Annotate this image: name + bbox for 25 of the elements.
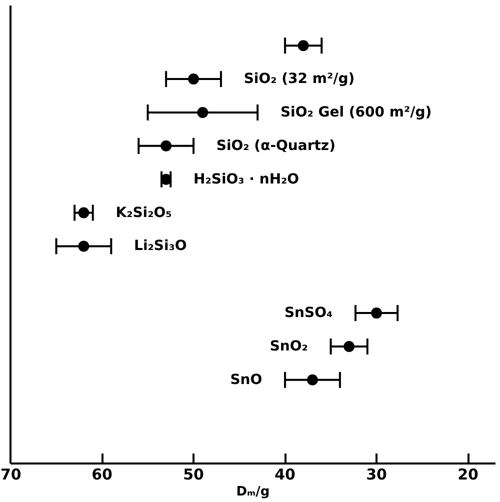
y-tick-label: SnO₂ [270,338,308,354]
point [78,207,90,218]
x-tick-label: 30 [366,466,387,484]
x-tick-label: 20 [458,466,478,484]
y-tick-label: SnO [230,372,262,388]
point [188,74,200,85]
x-axis-title: Dₘ/g [236,484,270,500]
y-tick-label: SiO₂ (α-Quartz) [216,138,336,154]
point [371,308,382,319]
x-tick-label: 60 [92,466,112,484]
point [197,106,208,118]
point [298,40,309,52]
y-tick-label: H₂SiO₃ · nH₂O [194,171,300,188]
y-tick-label: Li₂Si₃O [134,238,187,254]
point [78,240,90,252]
y-tick-label: SiO₂ Gel (600 m²/g) [280,104,432,120]
y-tick-label: SiO₂ (32 m²/g) [244,71,355,88]
y-tick-label: SnSO₄ [284,305,333,322]
point [160,140,172,152]
x-tick-label: 70 [0,466,22,484]
x-tick-label: 50 [183,466,204,484]
y-tick-label: K₂Si₂O₅ [116,204,172,221]
x-tick-label: 40 [274,466,296,484]
point [306,374,318,386]
point [344,341,355,352]
